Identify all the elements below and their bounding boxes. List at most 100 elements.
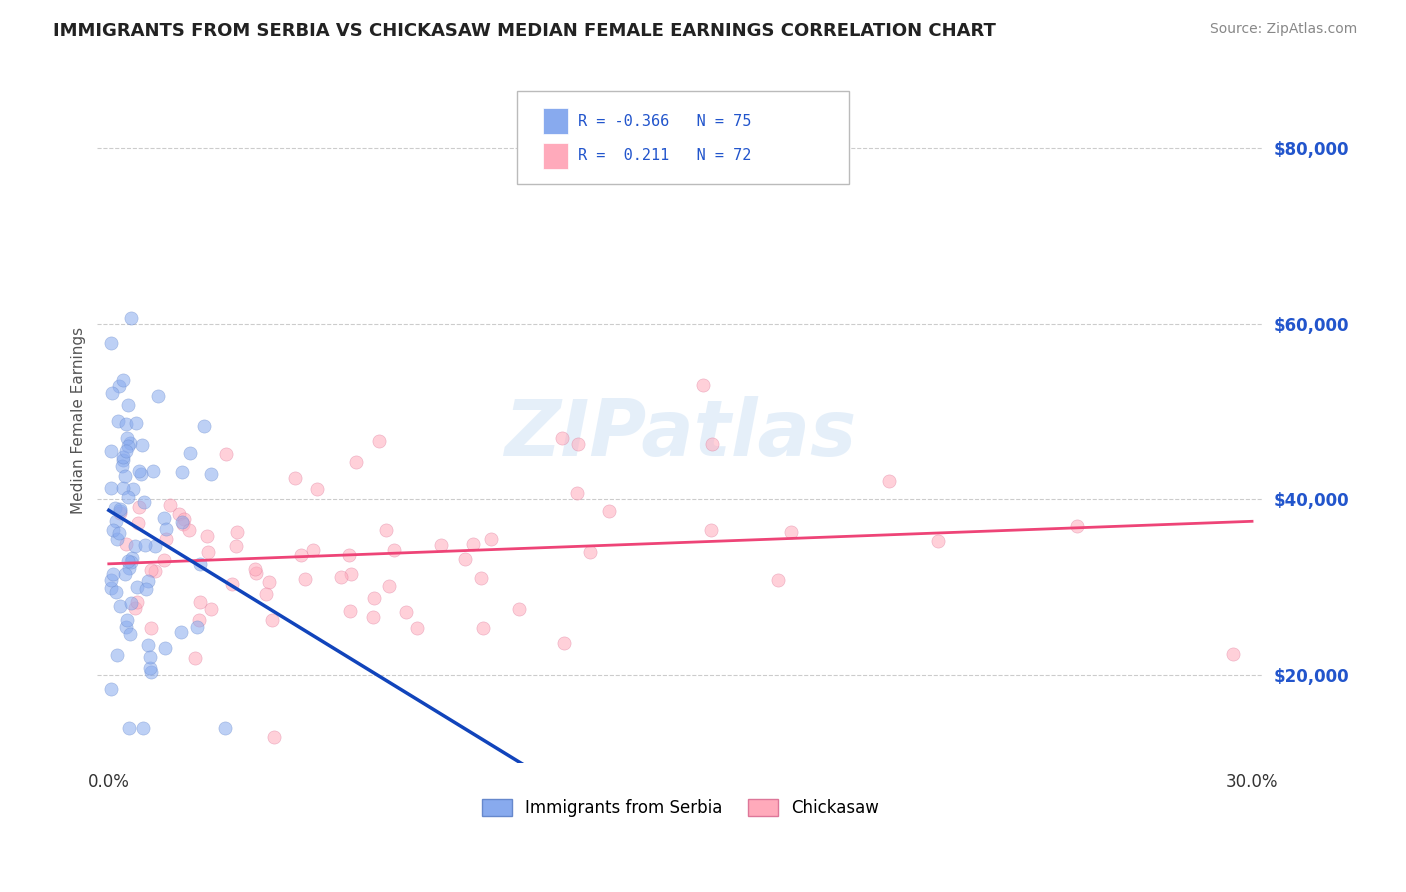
Point — [120, 311, 142, 326]
Point — [155, 522, 177, 536]
Legend: Immigrants from Serbia, Chickasaw: Immigrants from Serbia, Chickasaw — [475, 792, 886, 823]
Point — [245, 566, 267, 581]
Point — [1066, 519, 1088, 533]
Point — [307, 482, 329, 496]
Y-axis label: Median Female Earnings: Median Female Earnings — [72, 326, 86, 514]
Point — [155, 533, 177, 547]
Point — [254, 587, 277, 601]
Point — [134, 538, 156, 552]
Point — [780, 524, 803, 539]
Point — [111, 458, 134, 473]
Point — [367, 434, 389, 449]
Point — [136, 638, 159, 652]
Point — [463, 537, 485, 551]
Point — [169, 508, 191, 522]
Point — [115, 432, 138, 446]
Point — [170, 465, 193, 479]
Point — [405, 621, 427, 635]
Point — [142, 464, 165, 478]
Point — [567, 437, 589, 451]
Point — [121, 551, 143, 566]
Point — [567, 485, 589, 500]
Point — [105, 648, 128, 662]
Bar — [543, 143, 568, 169]
Point — [200, 467, 222, 482]
Point — [108, 504, 131, 518]
Point — [263, 730, 285, 744]
Point — [170, 625, 193, 640]
Point — [598, 504, 620, 518]
Point — [100, 481, 122, 495]
Point — [471, 621, 494, 635]
Point — [115, 619, 138, 633]
Point — [107, 414, 129, 428]
Text: R = -0.366   N = 75: R = -0.366 N = 75 — [578, 114, 751, 128]
Point — [128, 464, 150, 478]
Point — [118, 436, 141, 450]
Point — [117, 491, 139, 505]
Point — [257, 574, 280, 589]
Point — [139, 661, 162, 675]
Point — [214, 721, 236, 735]
Point — [120, 596, 142, 610]
Point — [579, 544, 602, 558]
Point — [395, 605, 418, 619]
Point — [100, 444, 122, 458]
Point — [927, 534, 949, 549]
Point — [117, 439, 139, 453]
Point — [470, 571, 492, 585]
Point — [195, 529, 218, 543]
Point — [179, 446, 201, 460]
Point — [226, 525, 249, 540]
Point — [112, 453, 135, 467]
Point — [124, 600, 146, 615]
Point — [101, 566, 124, 581]
Point — [184, 651, 207, 665]
Point — [768, 573, 790, 587]
Point — [122, 482, 145, 496]
Point — [117, 398, 139, 412]
Point — [135, 582, 157, 597]
Point — [136, 574, 159, 589]
Point — [700, 523, 723, 537]
Point — [200, 601, 222, 615]
Point — [114, 566, 136, 581]
Point — [125, 595, 148, 609]
Point — [114, 537, 136, 551]
Point — [143, 564, 166, 578]
Point — [125, 580, 148, 594]
Point — [1222, 647, 1244, 661]
Point — [153, 553, 176, 567]
Point — [105, 532, 128, 546]
Point — [186, 620, 208, 634]
Point — [118, 721, 141, 735]
Point — [104, 501, 127, 516]
Point — [430, 538, 453, 552]
Point — [159, 498, 181, 512]
Point — [114, 417, 136, 431]
Point — [363, 591, 385, 605]
Point — [101, 523, 124, 537]
Text: Source: ZipAtlas.com: Source: ZipAtlas.com — [1209, 22, 1357, 37]
Point — [173, 512, 195, 526]
Point — [700, 437, 723, 451]
Point — [132, 494, 155, 508]
Point — [104, 585, 127, 599]
Point — [148, 389, 170, 403]
Point — [378, 578, 401, 592]
Point — [114, 444, 136, 458]
Point — [479, 532, 502, 546]
Point — [692, 377, 714, 392]
Text: ZIPatlas: ZIPatlas — [505, 396, 856, 472]
Point — [117, 554, 139, 568]
Point — [128, 500, 150, 514]
Point — [214, 447, 236, 461]
Point — [153, 511, 176, 525]
Point — [188, 595, 211, 609]
Point — [508, 602, 530, 616]
Point — [153, 641, 176, 656]
Point — [117, 561, 139, 575]
Point — [290, 548, 312, 562]
Point — [132, 721, 155, 735]
Point — [100, 385, 122, 400]
